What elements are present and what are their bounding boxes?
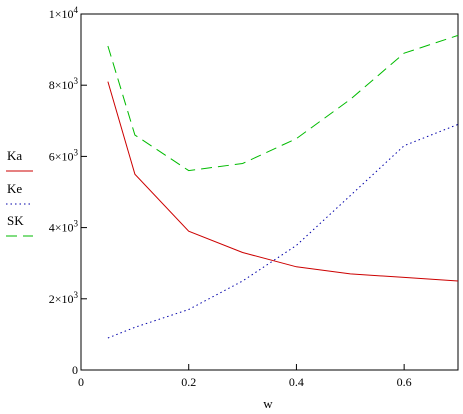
y-tick-label: 8×103 <box>49 76 79 92</box>
legend-label-ke: Ke <box>7 181 22 196</box>
legend-label-sk: SK <box>7 213 24 228</box>
y-tick-label: 0 <box>72 363 78 377</box>
x-tick-label: 0.2 <box>181 375 196 389</box>
series-line-ka <box>107 81 459 282</box>
y-axis-ticks: 0 2×103 4×103 6×103 8×103 1×104 <box>49 5 87 377</box>
x-tick-label: 0 <box>78 375 84 389</box>
y-tick-label: 4×103 <box>49 219 79 235</box>
plot-frame <box>80 13 459 371</box>
x-tick-label: 0.6 <box>397 375 412 389</box>
y-tick-label: 1×104 <box>49 5 79 21</box>
series-line-ke <box>107 123 459 339</box>
y-tick-label: 2×103 <box>49 290 79 306</box>
series-lines <box>107 34 459 339</box>
x-tick-label: 0.4 <box>289 375 304 389</box>
legend-label-ka: Ka <box>7 148 22 163</box>
series-line-sk <box>107 34 459 172</box>
x-axis-ticks: 0 0.2 0.4 0.6 <box>78 364 412 389</box>
x-axis-label: w <box>263 396 273 411</box>
y-tick-label: 6×103 <box>49 147 79 163</box>
legend: Ka Ke SK <box>6 148 33 237</box>
